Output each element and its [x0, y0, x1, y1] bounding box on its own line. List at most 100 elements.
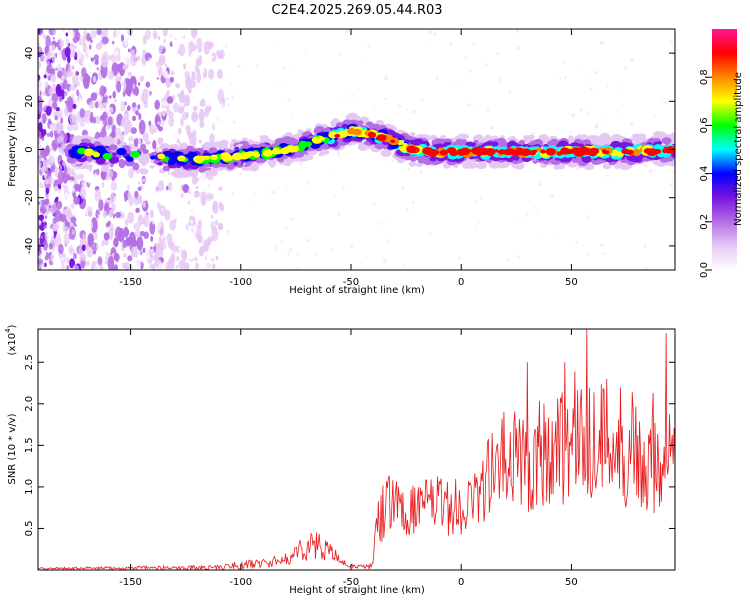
spectrogram-noise-blob	[238, 172, 243, 176]
spectrogram-noise-blob	[143, 213, 150, 228]
spectrogram-noise-blob	[214, 225, 217, 229]
spectrogram-noise-blob	[38, 137, 41, 143]
spectrogram-noise-blob	[176, 255, 180, 262]
spectrogram-noise-blob	[39, 183, 44, 189]
spectrogram-noise-blob	[211, 215, 214, 219]
spectrogram-noise-blob	[192, 224, 198, 234]
spectrogram-noise-blob	[663, 100, 667, 105]
spectrogram-noise-blob	[126, 120, 132, 133]
spectrogram-noise-blob	[86, 32, 91, 42]
spectrogram-noise-blob	[384, 76, 389, 81]
spectrogram-noise-blob	[50, 74, 57, 83]
spectrogram-noise-blob	[196, 177, 200, 182]
spectrogram-noise-blob	[211, 263, 216, 269]
spectrogram-signal-blob	[494, 149, 500, 153]
spectrogram-noise-blob	[189, 219, 194, 224]
spectrogram-noise-blob	[594, 125, 598, 129]
spectrogram-noise-blob	[134, 261, 141, 270]
spectrogram-noise-blob	[138, 112, 142, 121]
spectrogram-signal-blob	[668, 161, 675, 167]
spectrogram-signal-blob	[108, 144, 118, 151]
spectrogram-noise-blob	[61, 197, 64, 201]
spectrogram-noise-blob	[93, 54, 99, 61]
spectrogram-signal-blob	[528, 150, 537, 156]
spectrogram-x-tick-label: -150	[119, 277, 142, 288]
spectrogram-noise-blob	[293, 69, 296, 72]
spectrogram-noise-blob	[124, 38, 128, 45]
spectrogram-noise-blob	[52, 252, 55, 256]
spectrogram-signal-blob	[661, 137, 672, 145]
spectrogram-noise-blob	[158, 262, 165, 270]
spectrogram-noise-blob	[127, 255, 133, 262]
spectrogram-noise-blob	[162, 93, 165, 98]
spectrogram-signal-blob	[416, 162, 423, 168]
snr-frame	[37, 328, 676, 571]
spectrogram-noise-blob	[139, 230, 146, 237]
snr-x-tick-label: 0	[458, 577, 464, 588]
spectrogram-noise-blob	[47, 176, 54, 185]
spectrogram-noise-blob	[212, 210, 218, 222]
spectrogram-noise-blob	[464, 55, 467, 59]
spectrogram-noise-blob	[278, 168, 281, 171]
spectrogram-noise-blob	[151, 217, 156, 225]
spectrogram-signal-blob	[170, 171, 178, 177]
spectrogram-noise-blob	[164, 63, 168, 68]
spectrogram-noise-blob	[146, 253, 150, 261]
spectrogram-noise-blob	[168, 181, 173, 192]
spectrogram-noise-blob	[200, 98, 206, 107]
spectrogram-noise-blob	[133, 222, 141, 231]
spectrogram-noise-blob	[98, 199, 104, 212]
spectrogram-noise-blob	[38, 258, 43, 265]
spectrogram-noise-blob	[44, 262, 47, 268]
spectrogram-noise-blob	[73, 180, 78, 185]
spectrogram-signal-blob	[149, 155, 156, 160]
spectrogram-signal-blob	[429, 156, 437, 162]
spectrogram-noise-blob	[45, 105, 52, 116]
spectrogram-noise-blob	[38, 201, 41, 205]
spectrogram-noise-blob	[161, 207, 164, 211]
spectrogram-noise-blob	[119, 132, 125, 143]
spectrogram-noise-blob	[338, 53, 342, 56]
spectrogram-noise-blob	[128, 168, 134, 179]
spectrogram-signal-blob	[334, 133, 341, 139]
spectrogram-y-tick-label: 40	[24, 47, 35, 60]
spectrogram-noise-blob	[122, 90, 126, 97]
spectrogram-noise-blob	[108, 95, 112, 99]
spectrogram-noise-blob	[206, 249, 213, 257]
spectrogram-noise-blob	[70, 202, 75, 210]
spectrogram-noise-blob	[88, 212, 92, 218]
spectrogram-noise-blob	[467, 103, 471, 107]
spectrogram-signal-blob	[157, 153, 166, 160]
spectrogram-signal-blob	[469, 143, 475, 147]
spectrogram-noise-blob	[167, 170, 170, 175]
spectrogram-noise-blob	[108, 54, 112, 61]
spectrogram-noise-blob	[333, 195, 336, 198]
spectrogram-noise-blob	[122, 167, 128, 177]
spectrogram-noise-blob	[88, 220, 93, 230]
spectrogram-noise-blob	[182, 193, 188, 198]
spectrogram-noise-blob	[49, 124, 53, 130]
spectrogram-noise-blob	[208, 68, 215, 80]
spectrogram-signal-blob	[581, 134, 588, 139]
spectrogram-noise-blob	[152, 174, 156, 180]
spectrogram-noise-blob	[489, 126, 494, 130]
spectrogram-signal-blob	[363, 141, 369, 145]
spectrogram-noise-blob	[306, 238, 310, 243]
spectrogram-noise-blob	[199, 65, 206, 74]
spectrogram-noise-blob	[197, 219, 203, 230]
spectrogram-noise-blob	[199, 120, 205, 128]
spectrogram-noise-blob	[161, 234, 164, 240]
spectrogram-noise-blob	[70, 51, 76, 58]
spectrogram-noise-blob	[52, 37, 55, 40]
spectrogram-noise-blob	[149, 263, 153, 269]
spectrogram-noise-blob	[127, 184, 130, 190]
spectrogram-noise-blob	[85, 221, 88, 225]
spectrogram-noise-blob	[82, 40, 87, 47]
spectrogram-noise-blob	[83, 181, 88, 192]
colorbar-tick-label: 0.6	[699, 117, 710, 133]
spectrogram-noise-blob	[60, 81, 63, 87]
spectrogram-noise-blob	[107, 116, 113, 126]
spectrogram-signal-blob	[410, 131, 416, 136]
spectrogram-noise-blob	[197, 68, 201, 75]
spectrogram-noise-blob	[57, 170, 64, 185]
